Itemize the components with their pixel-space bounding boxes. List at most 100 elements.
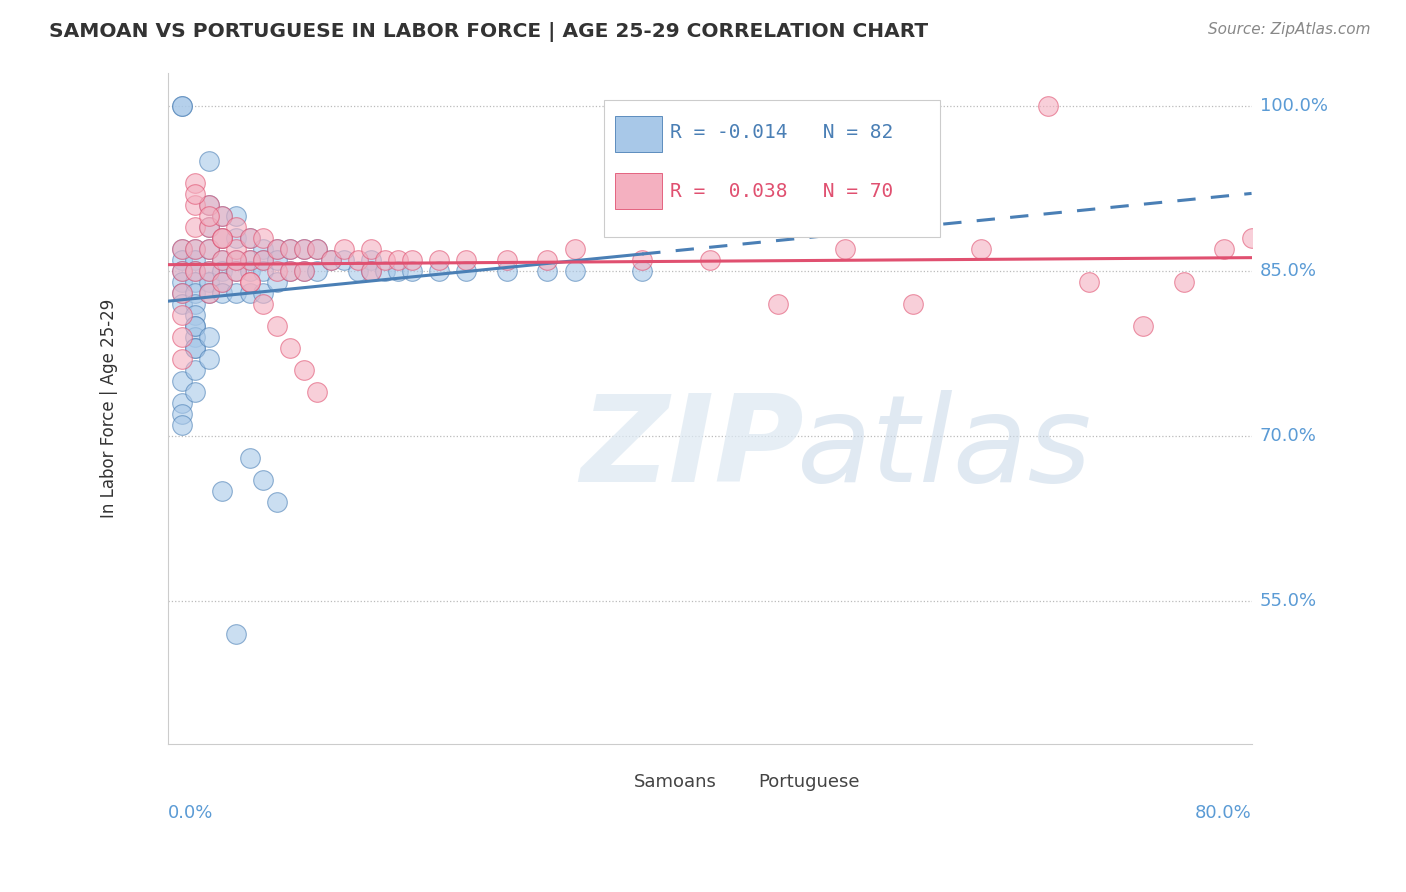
- FancyBboxPatch shape: [717, 770, 755, 797]
- Point: [170, 264, 193, 278]
- Point: [170, 252, 193, 267]
- Point: [184, 264, 207, 278]
- Point: [266, 242, 288, 256]
- Text: 70.0%: 70.0%: [1260, 426, 1316, 445]
- Point: [307, 384, 329, 399]
- Point: [1173, 275, 1195, 289]
- Point: [211, 275, 233, 289]
- Point: [292, 242, 315, 256]
- Point: [211, 209, 233, 223]
- Point: [1132, 318, 1154, 333]
- Text: atlas: atlas: [797, 390, 1092, 507]
- Text: R = -0.014   N = 82: R = -0.014 N = 82: [669, 123, 893, 142]
- Point: [184, 330, 207, 344]
- Point: [536, 264, 558, 278]
- Point: [319, 252, 342, 267]
- Point: [170, 330, 193, 344]
- Point: [374, 252, 396, 267]
- Point: [238, 285, 260, 300]
- Point: [184, 242, 207, 256]
- Point: [170, 242, 193, 256]
- Point: [170, 99, 193, 113]
- Text: SAMOAN VS PORTUGUESE IN LABOR FORCE | AGE 25-29 CORRELATION CHART: SAMOAN VS PORTUGUESE IN LABOR FORCE | AG…: [49, 22, 928, 42]
- FancyBboxPatch shape: [593, 770, 630, 797]
- Point: [766, 297, 789, 311]
- Point: [292, 363, 315, 377]
- Point: [266, 242, 288, 256]
- Point: [970, 242, 993, 256]
- Point: [252, 252, 274, 267]
- Point: [211, 231, 233, 245]
- Point: [198, 264, 221, 278]
- Point: [170, 99, 193, 113]
- Point: [184, 186, 207, 201]
- Point: [170, 396, 193, 410]
- Point: [347, 264, 370, 278]
- Point: [170, 242, 193, 256]
- Point: [225, 285, 247, 300]
- Point: [198, 264, 221, 278]
- Point: [292, 264, 315, 278]
- Point: [278, 242, 301, 256]
- Point: [252, 297, 274, 311]
- Point: [319, 252, 342, 267]
- Point: [699, 252, 721, 267]
- Point: [170, 297, 193, 311]
- Point: [198, 275, 221, 289]
- Point: [198, 219, 221, 234]
- Point: [292, 264, 315, 278]
- Point: [1038, 99, 1060, 113]
- Point: [238, 264, 260, 278]
- Point: [278, 264, 301, 278]
- Point: [198, 242, 221, 256]
- Text: 80.0%: 80.0%: [1195, 804, 1251, 822]
- Text: Source: ZipAtlas.com: Source: ZipAtlas.com: [1208, 22, 1371, 37]
- Point: [198, 285, 221, 300]
- Text: 85.0%: 85.0%: [1260, 262, 1316, 280]
- Point: [360, 264, 382, 278]
- Point: [252, 285, 274, 300]
- Point: [225, 252, 247, 267]
- Point: [631, 252, 654, 267]
- Point: [1078, 275, 1101, 289]
- Point: [360, 264, 382, 278]
- Point: [266, 252, 288, 267]
- Point: [198, 198, 221, 212]
- Point: [170, 407, 193, 421]
- Point: [564, 242, 586, 256]
- Point: [307, 242, 329, 256]
- Point: [184, 264, 207, 278]
- Point: [225, 252, 247, 267]
- Point: [495, 264, 517, 278]
- Text: R =  0.038   N = 70: R = 0.038 N = 70: [669, 182, 893, 202]
- Point: [374, 264, 396, 278]
- Point: [252, 252, 274, 267]
- Point: [184, 219, 207, 234]
- Point: [401, 252, 423, 267]
- FancyBboxPatch shape: [614, 116, 662, 153]
- Point: [266, 494, 288, 508]
- Point: [536, 252, 558, 267]
- Point: [184, 297, 207, 311]
- Point: [238, 450, 260, 465]
- Point: [901, 297, 924, 311]
- Point: [211, 285, 233, 300]
- Point: [401, 264, 423, 278]
- Point: [170, 417, 193, 432]
- Text: ZIP: ZIP: [579, 390, 804, 507]
- Point: [333, 252, 356, 267]
- Point: [456, 252, 478, 267]
- Point: [198, 198, 221, 212]
- Point: [198, 219, 221, 234]
- Text: Samoans: Samoans: [634, 773, 717, 791]
- Point: [225, 264, 247, 278]
- Point: [266, 275, 288, 289]
- Point: [427, 264, 450, 278]
- Point: [834, 242, 856, 256]
- Point: [238, 231, 260, 245]
- Point: [631, 264, 654, 278]
- Point: [278, 264, 301, 278]
- Point: [307, 242, 329, 256]
- Point: [238, 275, 260, 289]
- Point: [170, 351, 193, 366]
